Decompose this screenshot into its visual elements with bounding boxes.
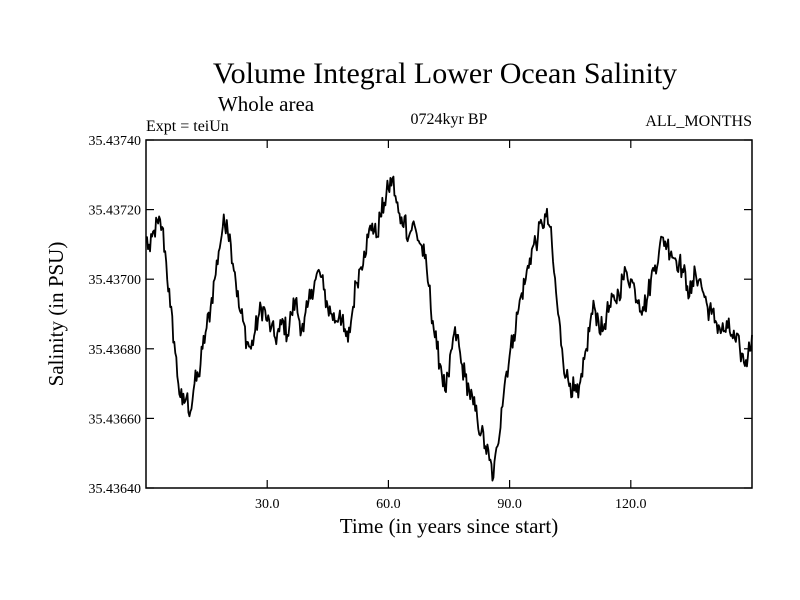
x-tick-label: 30.0 — [255, 497, 280, 512]
chart-subtitle: Whole area — [218, 92, 315, 116]
x-axis-label: Time (in years since start) — [340, 514, 559, 538]
x-tick-label: 120.0 — [615, 497, 647, 512]
x-axis-ticks: 30.0 60.0 90.0 120.0 — [255, 140, 647, 512]
x-tick-label: 60.0 — [376, 497, 401, 512]
salinity-series-line — [145, 175, 753, 482]
y-tick-label: 35.43640 — [89, 482, 142, 497]
y-tick-label: 35.43660 — [89, 412, 142, 427]
y-axis-label: Salinity (in PSU) — [44, 242, 68, 387]
plot-frame — [145, 139, 753, 489]
months-label: ALL_MONTHS — [645, 113, 752, 130]
y-tick-label: 35.43740 — [89, 134, 142, 149]
y-tick-label: 35.43720 — [89, 204, 142, 219]
y-tick-label: 35.43700 — [89, 273, 142, 288]
y-axis-ticks: 35.43640 35.43660 35.43680 35.43700 35.43720… — [89, 134, 752, 497]
period-label: 0724kyr BP — [411, 111, 488, 128]
y-tick-label: 35.43680 — [89, 343, 142, 358]
experiment-label: Expt = teiUn — [146, 118, 229, 135]
chart-title: Volume Integral Lower Ocean Salinity — [213, 57, 677, 90]
x-tick-label: 90.0 — [497, 497, 522, 512]
